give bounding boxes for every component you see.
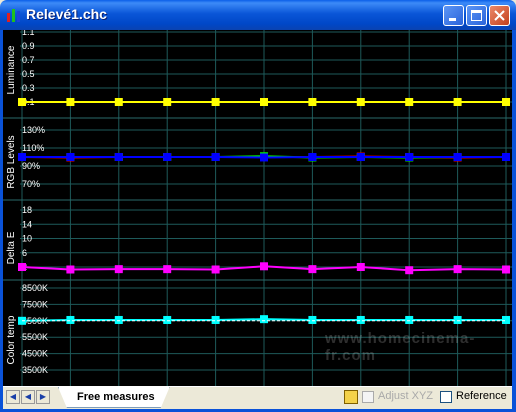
tick-label: 18 — [22, 205, 32, 215]
nav-prev-button[interactable]: ◀ — [21, 390, 35, 404]
tick-label: 3500K — [22, 365, 48, 375]
data-point — [356, 315, 365, 324]
panel-ylabel: Color temp — [6, 315, 17, 364]
data-point — [453, 98, 462, 106]
tool-icon[interactable] — [344, 390, 358, 404]
tick-label: 6 — [22, 248, 27, 258]
maximize-button[interactable] — [466, 5, 487, 26]
data-point — [163, 153, 172, 161]
tick-label: 1.1 — [22, 30, 35, 37]
data-point — [114, 315, 123, 324]
data-point — [453, 315, 462, 324]
minimize-button[interactable] — [443, 5, 464, 26]
panel-ylabel: RGB Levels — [6, 135, 17, 188]
data-point — [502, 315, 510, 324]
data-point — [66, 265, 75, 274]
data-point — [405, 98, 414, 106]
data-point — [66, 315, 75, 324]
data-point — [308, 98, 317, 106]
data-point — [260, 98, 268, 106]
nav-first-button[interactable]: ◀ — [6, 390, 20, 404]
data-point — [356, 98, 365, 106]
data-point — [260, 315, 268, 324]
tick-label: 7500K — [22, 299, 48, 309]
data-point — [405, 266, 414, 275]
measurement-plot: 1.1 0.9 0.7 0.5 0.3 0.1 Luminance 130% 110% 90% 70… — [3, 30, 512, 386]
title-bar[interactable]: Relevé1.chc — [0, 0, 516, 30]
data-point — [163, 315, 172, 324]
tick-label: 110% — [22, 143, 44, 153]
tick-label: 0.5 — [22, 69, 35, 79]
minimize-icon — [449, 18, 456, 21]
tick-label: 5500K — [22, 332, 48, 342]
data-point — [308, 265, 317, 274]
data-point — [163, 265, 172, 274]
data-point — [211, 315, 220, 324]
data-point — [18, 98, 26, 106]
maximize-icon — [471, 10, 482, 21]
tick-label: 10 — [22, 234, 32, 244]
watermark: www.homecinema-fr.com — [325, 330, 476, 364]
window-title: Relevé1.chc — [26, 6, 107, 22]
tick-label: 0.3 — [22, 83, 35, 93]
data-point — [163, 98, 172, 106]
data-point — [308, 153, 317, 161]
data-point — [114, 265, 123, 274]
tick-label: 130% — [22, 125, 45, 135]
data-point — [405, 153, 414, 161]
data-point — [211, 265, 220, 274]
data-point — [356, 153, 365, 161]
reference-label: Reference — [456, 390, 507, 402]
data-point — [260, 262, 268, 271]
adjust-xyz-label: Adjust XYZ — [378, 390, 434, 402]
close-button[interactable] — [489, 5, 510, 26]
data-point — [66, 98, 75, 106]
data-point — [453, 265, 462, 274]
data-point — [66, 153, 75, 161]
reference-checkbox[interactable] — [440, 391, 452, 403]
chart-svg: 1.10.90.70.50.30.1Luminance130%110%90%70… — [3, 30, 512, 386]
tick-label: 14 — [22, 219, 32, 229]
data-point — [502, 153, 510, 161]
tick-label: 90% — [22, 161, 40, 171]
status-bar: ◀ ◀ ▶ Free measures Adjust XYZ Reference — [3, 386, 512, 409]
tick-label: 70% — [22, 179, 40, 189]
adjust-xyz-checkbox[interactable] — [362, 391, 374, 403]
data-point — [308, 315, 317, 324]
tab-label: Free measures — [77, 391, 155, 403]
data-point — [356, 263, 365, 271]
nav-next-button[interactable]: ▶ — [36, 390, 50, 404]
data-point — [18, 263, 26, 271]
data-point — [453, 153, 462, 161]
data-point — [260, 153, 268, 162]
tick-label: 8500K — [22, 283, 48, 293]
data-point — [502, 98, 510, 106]
data-point — [18, 153, 26, 161]
data-point — [211, 98, 220, 106]
data-point — [211, 153, 220, 161]
data-point — [405, 315, 414, 324]
tick-label: 4500K — [22, 349, 48, 359]
panel-ylabel: Luminance — [6, 45, 17, 94]
panel-ylabel: Delta E — [6, 231, 17, 264]
tick-label: 0.7 — [22, 55, 35, 65]
chart-app-icon — [7, 9, 20, 22]
data-point — [114, 98, 123, 106]
data-point — [502, 265, 510, 274]
tick-label: 0.9 — [22, 41, 35, 51]
data-point — [114, 153, 123, 161]
tab-free-measures[interactable]: Free measures — [58, 387, 170, 408]
close-icon — [494, 10, 505, 21]
